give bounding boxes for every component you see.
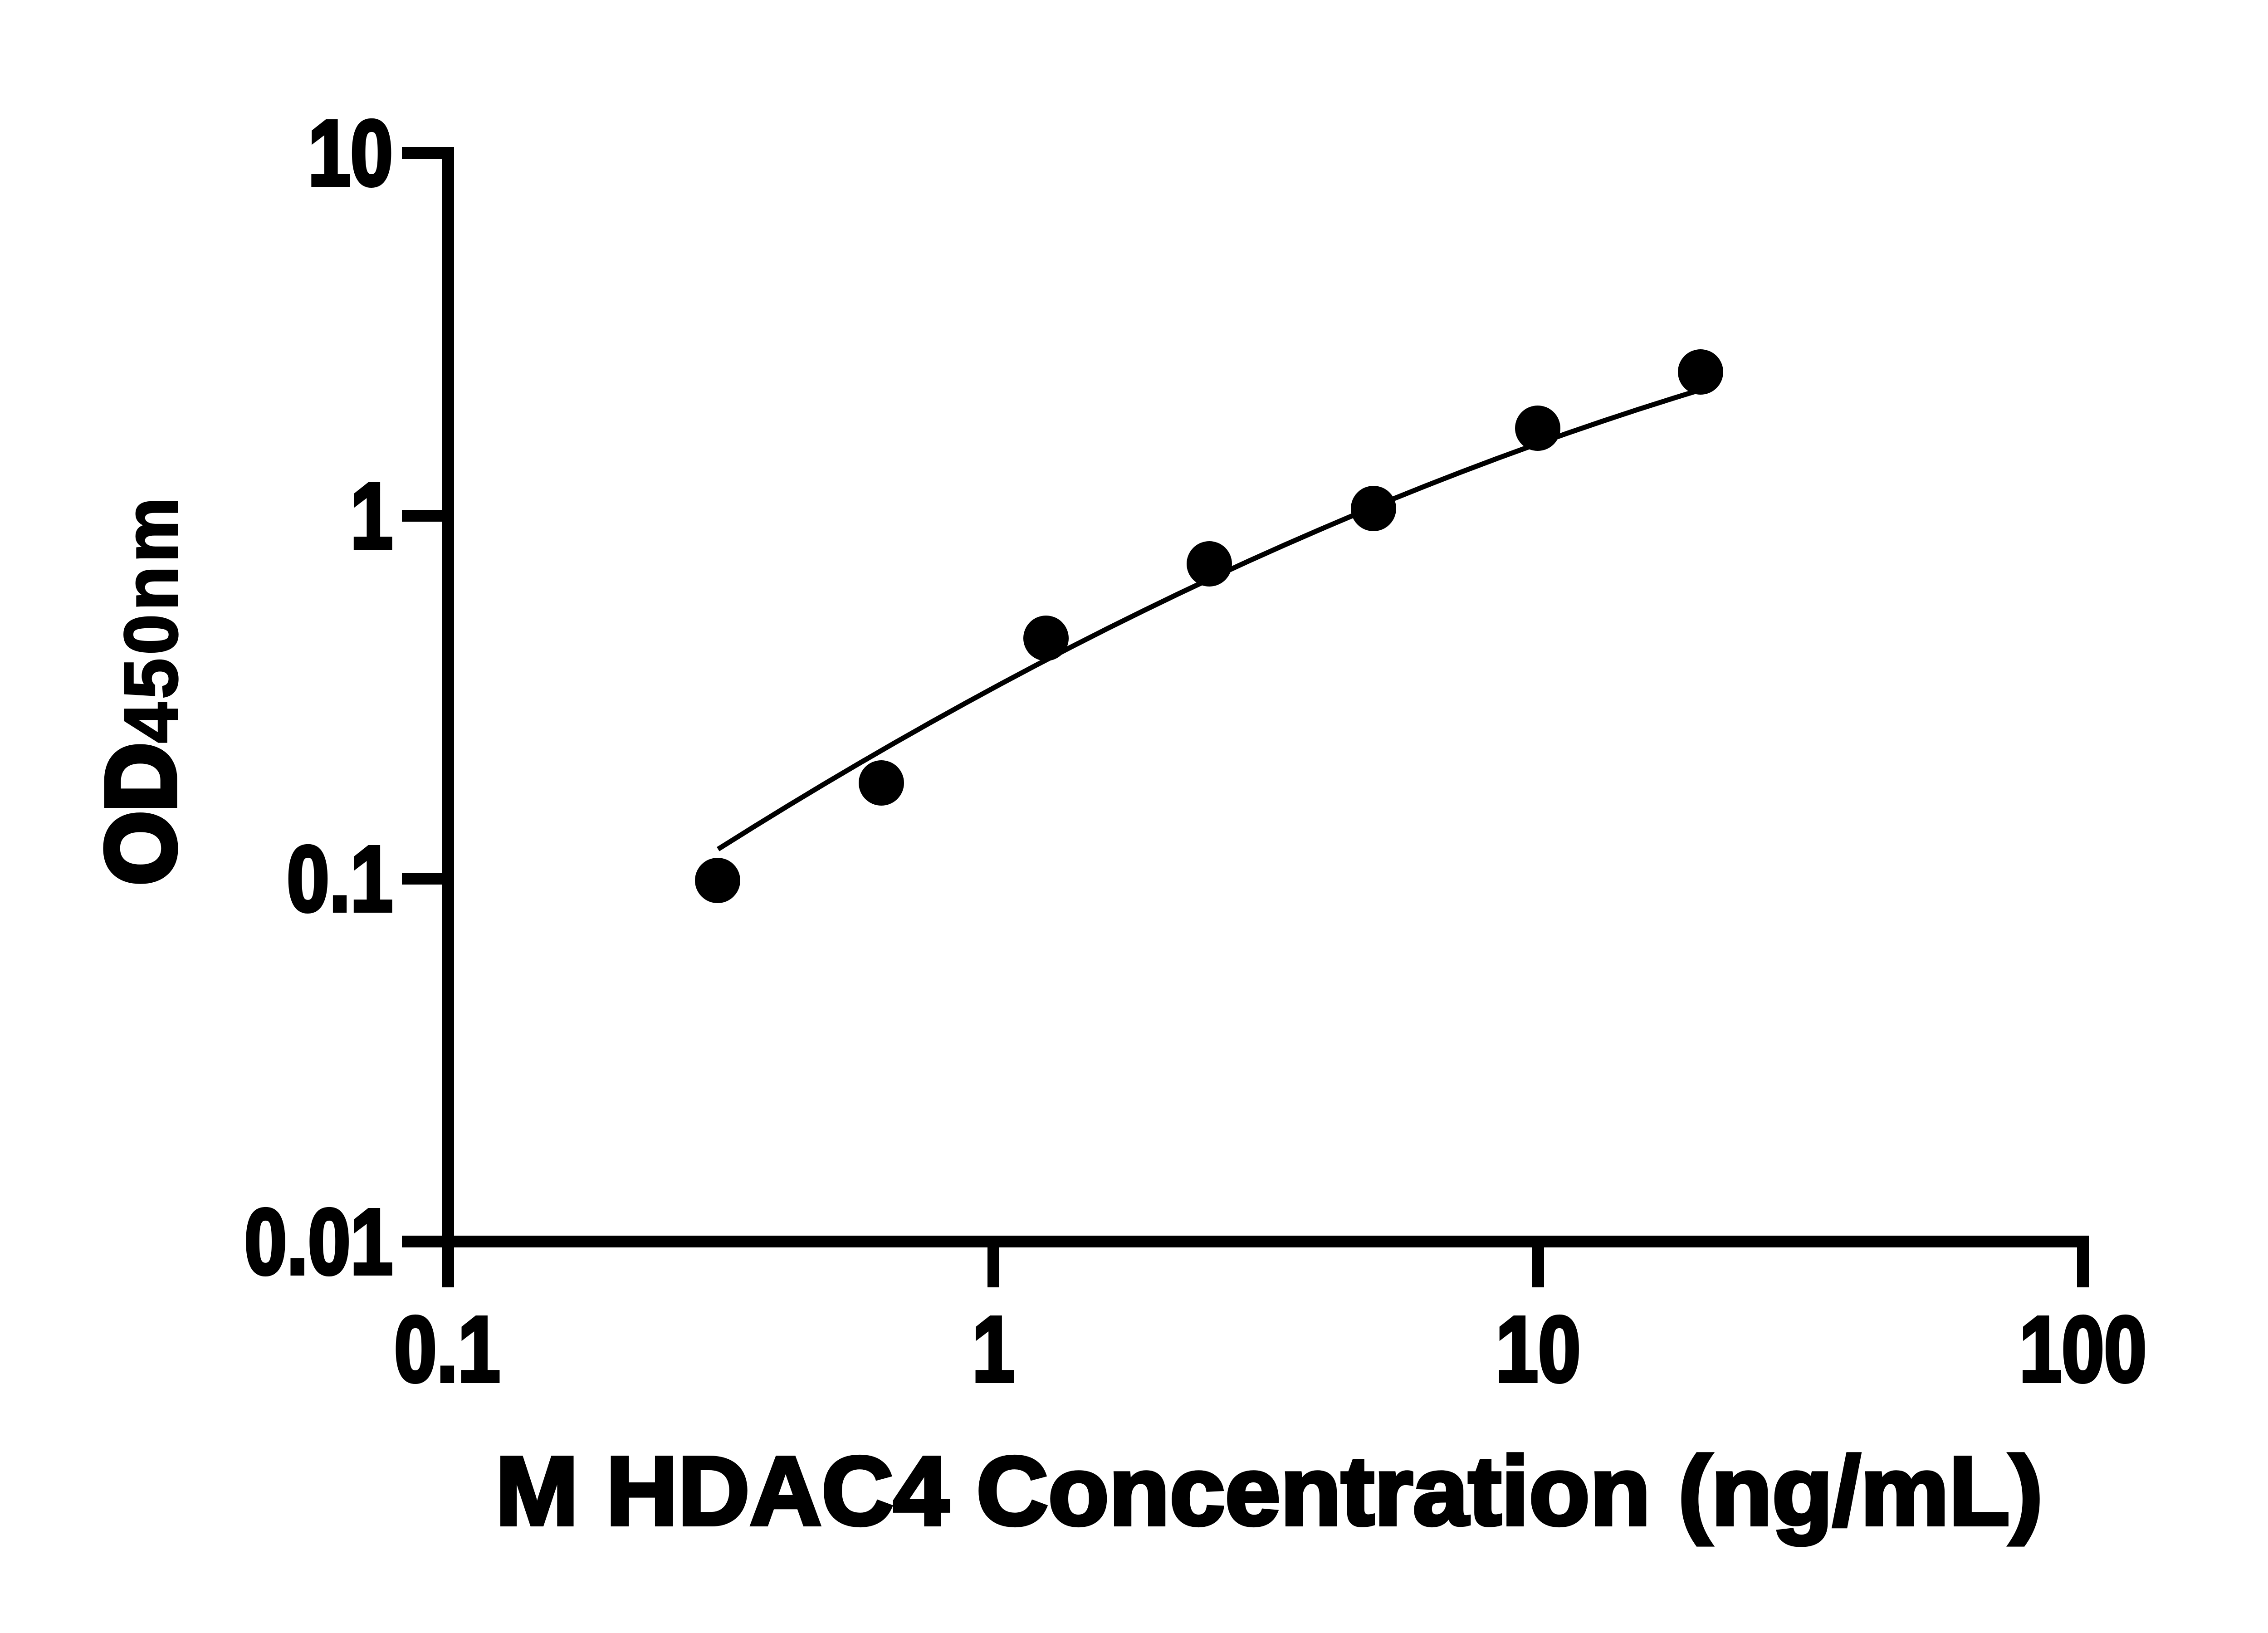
svg-text:M HDAC4 Concentration (ng/mL): M HDAC4 Concentration (ng/mL) xyxy=(495,1437,2043,1546)
svg-text:0.1: 0.1 xyxy=(394,1297,500,1401)
svg-text:10: 10 xyxy=(1496,1297,1581,1401)
svg-text:1: 1 xyxy=(351,464,393,568)
svg-text:0.1: 0.1 xyxy=(287,826,393,931)
svg-text:100: 100 xyxy=(2019,1297,2146,1401)
svg-text:1: 1 xyxy=(972,1297,1014,1401)
svg-text:0.01: 0.01 xyxy=(244,1189,393,1294)
svg-text:10: 10 xyxy=(308,101,393,205)
